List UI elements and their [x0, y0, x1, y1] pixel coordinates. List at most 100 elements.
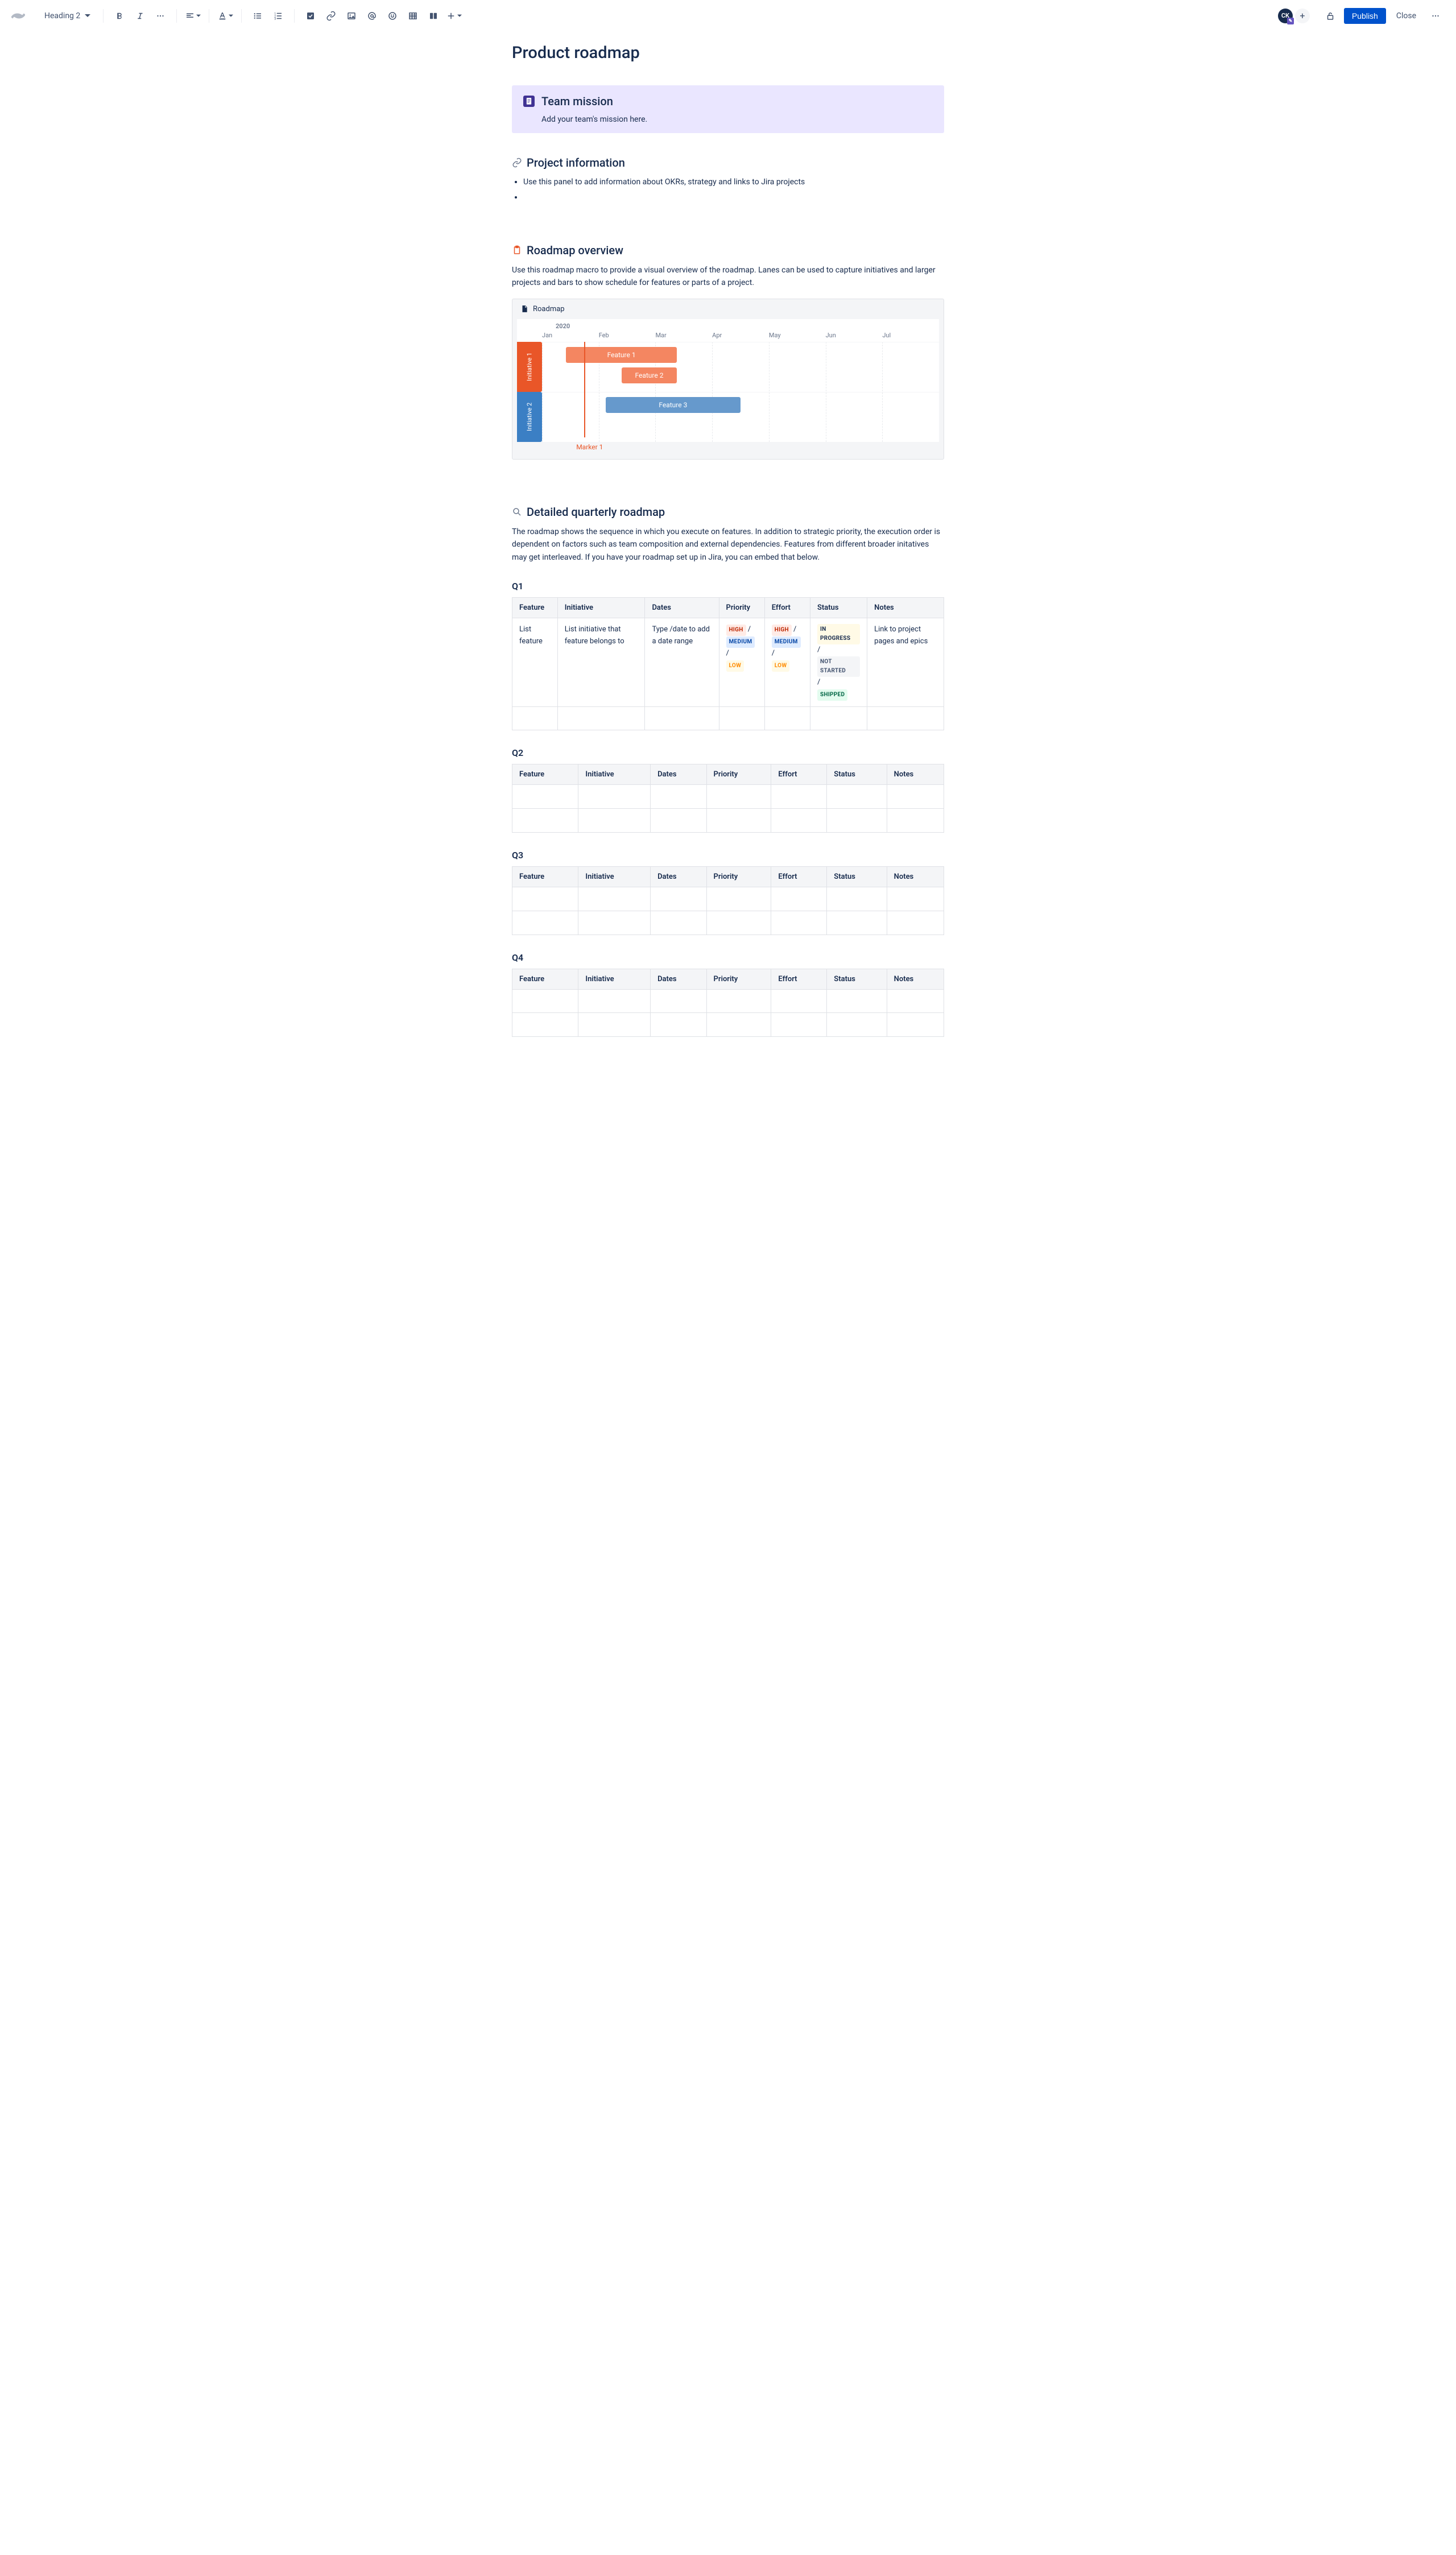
- italic-button[interactable]: [131, 7, 149, 25]
- action-item-button[interactable]: [301, 7, 320, 25]
- table-cell[interactable]: [512, 989, 578, 1013]
- table-cell[interactable]: [771, 989, 827, 1013]
- table-cell[interactable]: [867, 706, 944, 730]
- table-cell[interactable]: [827, 989, 887, 1013]
- table-cell[interactable]: [827, 1013, 887, 1037]
- table-cell[interactable]: List feature: [512, 618, 558, 706]
- text-style-select[interactable]: Heading 2: [39, 8, 96, 24]
- roadmap-macro[interactable]: Roadmap 2020 JanFebMarAprMayJunJul Initi…: [512, 299, 944, 460]
- table-cell[interactable]: [651, 1013, 706, 1037]
- insert-button[interactable]: [445, 7, 463, 25]
- detailed-heading[interactable]: Detailed quarterly roadmap: [512, 505, 944, 519]
- table-cell[interactable]: [578, 911, 651, 935]
- table-row[interactable]: [512, 809, 944, 833]
- roadmap-overview-heading[interactable]: Roadmap overview: [512, 243, 944, 257]
- table-cell[interactable]: [512, 706, 558, 730]
- page-title[interactable]: Product roadmap: [512, 43, 944, 63]
- table-cell[interactable]: [578, 887, 651, 911]
- table-cell[interactable]: [810, 706, 867, 730]
- mission-body[interactable]: Add your team's mission here.: [541, 115, 933, 124]
- table-cell[interactable]: [827, 809, 887, 833]
- table-cell[interactable]: [706, 785, 771, 809]
- table-cell[interactable]: [512, 887, 578, 911]
- table-cell[interactable]: [771, 911, 827, 935]
- table-cell[interactable]: HIGH / MEDIUM / LOW: [719, 618, 764, 706]
- table-cell[interactable]: [512, 911, 578, 935]
- table-cell[interactable]: Link to project pages and epics: [867, 618, 944, 706]
- table-cell[interactable]: [706, 989, 771, 1013]
- gantt-chart[interactable]: 2020 JanFebMarAprMayJunJul Initiative 1F…: [517, 319, 939, 442]
- table-cell[interactable]: [827, 785, 887, 809]
- table-cell[interactable]: [578, 785, 651, 809]
- overview-desc[interactable]: Use this roadmap macro to provide a visu…: [512, 264, 944, 290]
- table-cell[interactable]: [771, 809, 827, 833]
- table-cell[interactable]: [512, 809, 578, 833]
- table-cell[interactable]: [706, 1013, 771, 1037]
- list-item[interactable]: [523, 192, 944, 204]
- table-row[interactable]: [512, 785, 944, 809]
- align-button[interactable]: [184, 7, 202, 25]
- table-cell[interactable]: [706, 809, 771, 833]
- table-cell[interactable]: [771, 1013, 827, 1037]
- table-cell[interactable]: [827, 911, 887, 935]
- table-cell[interactable]: [557, 706, 645, 730]
- table-cell[interactable]: [651, 785, 706, 809]
- list-item[interactable]: Use this panel to add information about …: [523, 176, 944, 188]
- table-row[interactable]: [512, 911, 944, 935]
- table-cell[interactable]: IN PROGRESS / NOT STARTED / SHIPPED: [810, 618, 867, 706]
- table-cell[interactable]: [578, 809, 651, 833]
- table-cell[interactable]: [651, 911, 706, 935]
- image-button[interactable]: [342, 7, 361, 25]
- more-formatting-button[interactable]: [151, 7, 169, 25]
- table-cell[interactable]: [651, 809, 706, 833]
- more-actions-button[interactable]: [1426, 7, 1445, 25]
- text-color-button[interactable]: [216, 7, 234, 25]
- quarter-heading[interactable]: Q2: [512, 747, 944, 758]
- table-cell[interactable]: Type /date to add a date range: [645, 618, 719, 706]
- mention-button[interactable]: [363, 7, 381, 25]
- gantt-bar[interactable]: Feature 3: [606, 397, 741, 413]
- table-row[interactable]: [512, 706, 944, 730]
- table-cell[interactable]: [512, 1013, 578, 1037]
- link-button[interactable]: [322, 7, 340, 25]
- table-button[interactable]: [404, 7, 422, 25]
- table-cell[interactable]: [887, 785, 944, 809]
- close-button[interactable]: Close: [1391, 8, 1422, 24]
- restrictions-button[interactable]: [1321, 7, 1339, 25]
- quarter-table[interactable]: FeatureInitiativeDatesPriorityEffortStat…: [512, 764, 944, 833]
- bold-button[interactable]: [110, 7, 129, 25]
- publish-button[interactable]: Publish: [1344, 8, 1386, 24]
- mission-panel[interactable]: Team mission Add your team's mission her…: [512, 85, 944, 133]
- table-cell[interactable]: [887, 809, 944, 833]
- table-cell[interactable]: [512, 785, 578, 809]
- gantt-bar[interactable]: Feature 2: [622, 367, 677, 383]
- quarter-table[interactable]: FeatureInitiativeDatesPriorityEffortStat…: [512, 597, 944, 730]
- project-info-list[interactable]: Use this panel to add information about …: [523, 176, 944, 204]
- table-row[interactable]: [512, 887, 944, 911]
- quarter-table[interactable]: FeatureInitiativeDatesPriorityEffortStat…: [512, 969, 944, 1037]
- table-cell[interactable]: [578, 1013, 651, 1037]
- table-cell[interactable]: [887, 887, 944, 911]
- emoji-button[interactable]: [383, 7, 402, 25]
- table-cell[interactable]: [719, 706, 764, 730]
- quarter-heading[interactable]: Q4: [512, 952, 944, 963]
- table-cell[interactable]: List initiative that feature belongs to: [557, 618, 645, 706]
- bullet-list-button[interactable]: [249, 7, 267, 25]
- table-cell[interactable]: [764, 706, 810, 730]
- table-row[interactable]: [512, 1013, 944, 1037]
- table-cell[interactable]: [887, 911, 944, 935]
- table-row[interactable]: List featureList initiative that feature…: [512, 618, 944, 706]
- table-cell[interactable]: [578, 989, 651, 1013]
- quarter-heading[interactable]: Q1: [512, 581, 944, 592]
- detailed-desc[interactable]: The roadmap shows the sequence in which …: [512, 526, 944, 564]
- table-cell[interactable]: [827, 887, 887, 911]
- numbered-list-button[interactable]: 123: [269, 7, 287, 25]
- table-cell[interactable]: [887, 989, 944, 1013]
- table-cell[interactable]: [706, 887, 771, 911]
- table-cell[interactable]: [771, 785, 827, 809]
- quarter-heading[interactable]: Q3: [512, 850, 944, 861]
- project-info-heading[interactable]: Project information: [512, 156, 944, 169]
- table-cell[interactable]: [645, 706, 719, 730]
- layout-button[interactable]: [424, 7, 442, 25]
- avatar[interactable]: CK✎: [1278, 9, 1293, 23]
